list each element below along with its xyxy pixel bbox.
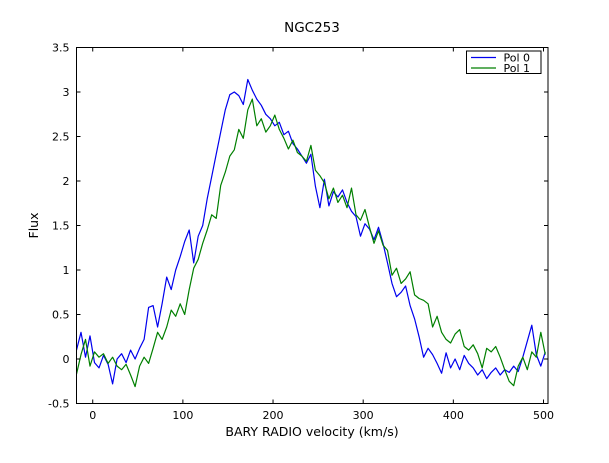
tick-label: 3.5 [52, 42, 70, 55]
tick-label: 500 [533, 409, 554, 422]
tick-label: 400 [443, 409, 464, 422]
y-axis-label: Flux [26, 213, 41, 239]
tick-label: 0.5 [52, 309, 70, 322]
tick-label: 1 [63, 264, 70, 277]
tick-label: 3 [63, 86, 70, 99]
tick-label: 200 [263, 409, 284, 422]
tick-label: 2.5 [52, 131, 70, 144]
tick-label: 300 [353, 409, 374, 422]
tick-label: 1.5 [52, 220, 70, 233]
legend-label-pol0: Pol 0 [504, 52, 531, 65]
series-line-pol-0 [76, 78, 546, 385]
data-series [76, 78, 546, 388]
tick-label: 100 [172, 409, 193, 422]
tick-marks: 0 100 200 300 400 500 -0.5 0 0.5 1 1.5 2 2.5 3 3.5 [48, 42, 554, 423]
legend: Pol 0 Pol 1 [466, 50, 542, 75]
chart-title: NGC253 [284, 20, 340, 36]
tick-label: 2 [63, 175, 70, 188]
tick-label: 0 [63, 353, 70, 366]
series-line-pol-1 [76, 98, 546, 388]
tick-label: 0 [89, 409, 96, 422]
x-axis-label: BARY RADIO velocity (km/s) [225, 424, 398, 439]
tick-label: -0.5 [48, 398, 69, 411]
legend-label-pol1: Pol 1 [504, 62, 531, 75]
axes-frame [76, 47, 549, 404]
